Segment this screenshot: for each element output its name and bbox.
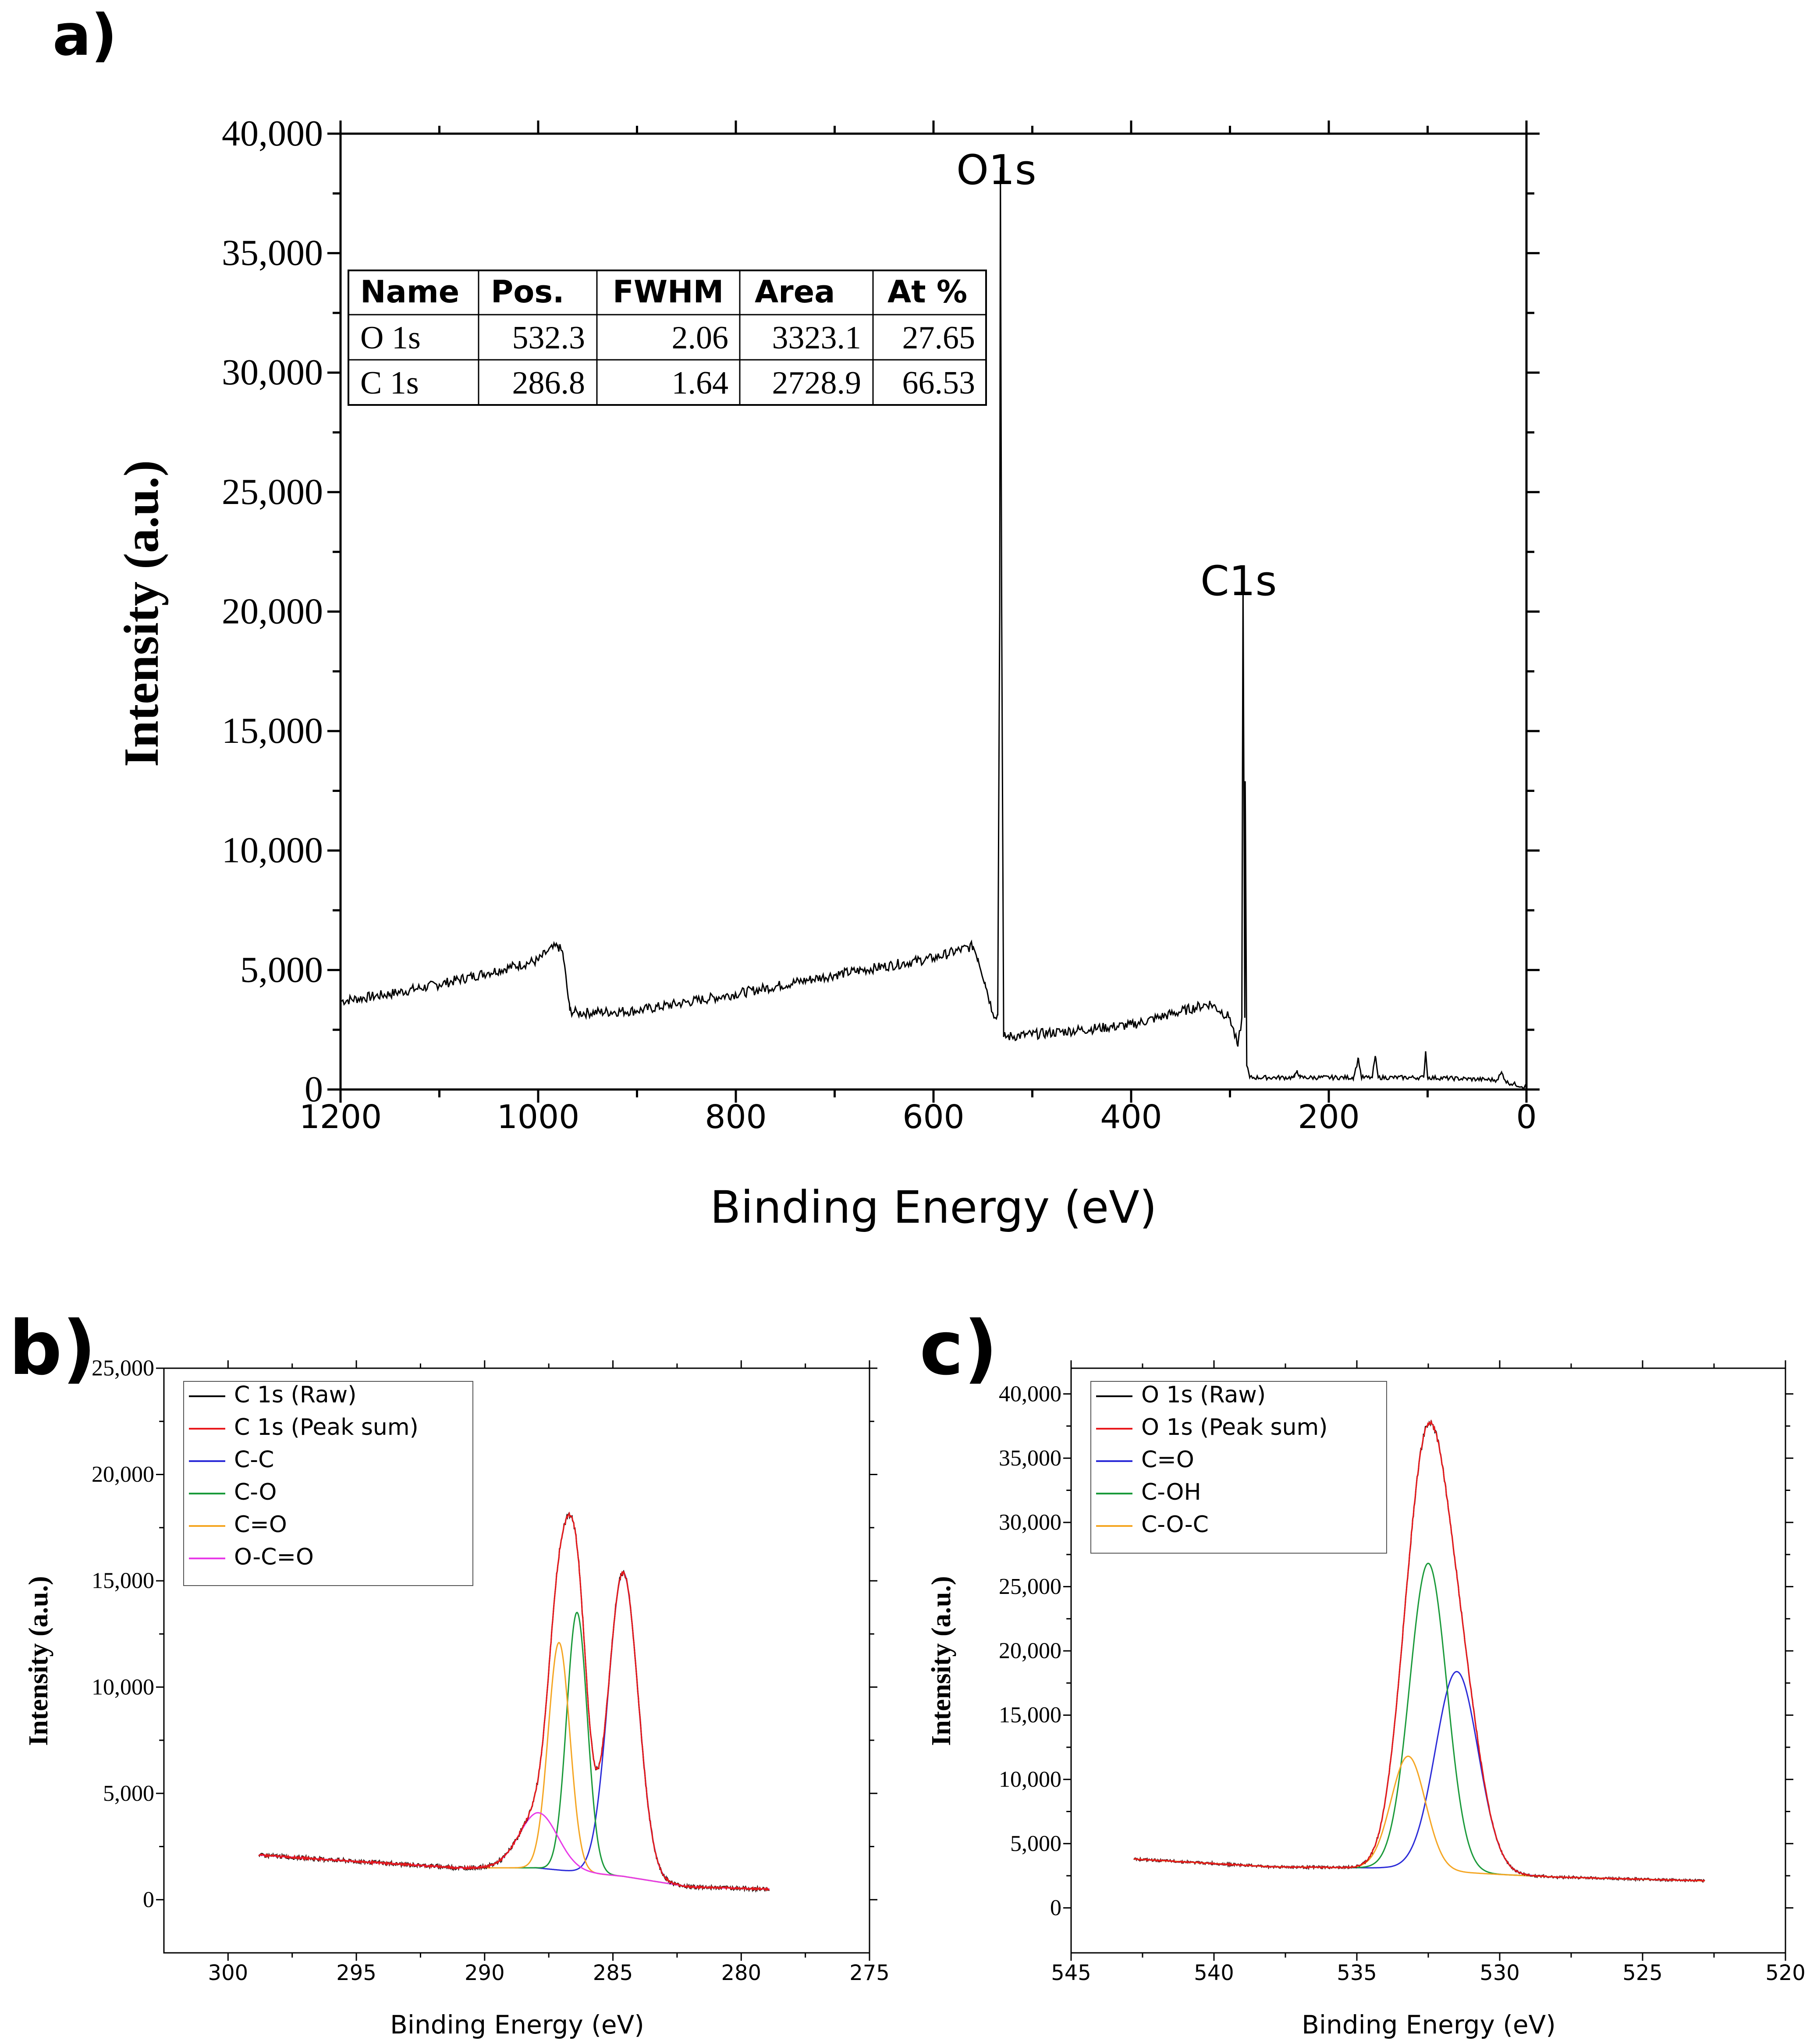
x-tick-label: 295 [336,1961,376,1985]
legend: C 1s (Raw) C 1s (Peak sum) C-C C-O C=O O-C=O [183,1381,473,1586]
table-cell: 2728.9 [772,365,862,401]
y-tick-label: 0 [305,1069,323,1110]
legend-label: C 1s (Peak sum) [234,1414,419,1441]
table-cell: 1.64 [672,365,729,401]
table-cell: 66.53 [902,365,976,401]
component-c-o-c [1134,1755,1705,1882]
y-tick-label: 25,000 [222,472,323,512]
table-header-area: Area [755,274,835,310]
x-tick-label: 545 [1051,1961,1091,1985]
x-tick-label: 520 [1765,1961,1806,1985]
component-c-oh [1134,1562,1705,1882]
table-frame [348,270,987,406]
legend-label: C-OH [1141,1479,1201,1505]
y-tick-label: 5,000 [1010,1831,1061,1856]
y-tick-label: 0 [1050,1895,1061,1920]
table-header-pos: Pos. [491,274,564,310]
legend-label: O 1s (Peak sum) [1141,1414,1327,1441]
x-axis-label: Binding Energy (eV) [390,2010,644,2040]
peak-annotation: O1s [956,146,1036,194]
x-tick-label: 275 [849,1961,890,1985]
y-axis-label: Intensity (a.u.) [114,460,169,767]
y-tick-label: 30,000 [222,352,323,393]
table-header-fwhm: FWHM [613,274,724,310]
o1s-chart: 545 540 535 530 525 520 0 5,000 10,000 15,000 20,0… [926,1360,1806,2040]
composition-table: Name Pos. FWHM Area At % O 1s 532.3 2.06… [348,270,987,406]
table-cell: 2.06 [672,320,729,356]
x-tick-label: 540 [1194,1961,1234,1985]
table-cell: 532.3 [512,320,586,356]
table-header-name: Name [360,274,459,310]
y-tick-label: 35,000 [222,233,323,273]
legend-label: C 1s (Raw) [234,1382,357,1408]
component-o-c-o [259,1812,770,1890]
y-tick-label: 20,000 [92,1462,154,1487]
y-tick-label: 5,000 [240,949,323,990]
x-tick-label: 400 [1100,1098,1162,1136]
plot-frame [163,1367,870,1954]
y-tick-label: 15,000 [92,1568,154,1593]
y-tick-label: 10,000 [92,1675,154,1700]
y-axis-label: Intensity (a.u.) [926,1576,956,1746]
table-cell: 286.8 [512,365,586,401]
x-axis-label: Binding Energy (eV) [710,1182,1157,1234]
y-tick-label: 15,000 [222,710,323,751]
y-tick-label: 25,000 [999,1574,1061,1599]
table-cell: 3323.1 [772,320,862,356]
legend-box [1090,1381,1387,1554]
legend-box [183,1381,473,1586]
table-cell: O 1s [360,320,421,356]
x-tick-label: 0 [1516,1098,1537,1136]
x-tick-label: 525 [1622,1961,1663,1985]
x-tick-label: 280 [721,1961,761,1985]
y-axis-label: Intensity (a.u.) [24,1576,53,1746]
x-tick-label: 600 [902,1098,964,1136]
y-tick-label: 0 [143,1887,154,1912]
panel-b-label: b) [9,1305,96,1392]
legend-label: C-O-C [1141,1512,1209,1538]
panel-c-label: c) [919,1305,997,1392]
component-c-o [259,1611,770,1890]
y-tick-label: 35,000 [999,1446,1061,1471]
y-tick-label: 25,000 [92,1356,154,1381]
y-tick-label: 20,000 [999,1639,1061,1664]
legend-label: C-O [234,1479,277,1505]
x-axis-label: Binding Energy (eV) [1302,2010,1556,2040]
y-tick-label: 10,000 [999,1767,1061,1792]
y-tick-label: 30,000 [999,1510,1061,1535]
x-tick-label: 535 [1337,1961,1377,1985]
x-tick-label: 1000 [497,1098,579,1136]
y-tick-label: 10,000 [222,830,323,871]
survey-spectrum-line [340,167,1527,1089]
y-tick-label: 20,000 [222,591,323,632]
x-tick-label: 200 [1298,1098,1359,1136]
x-tick-label: 800 [705,1098,767,1136]
legend: O 1s (Raw) O 1s (Peak sum) C=O C-OH C-O-C [1090,1381,1387,1554]
c1s-chart: 300 295 290 285 280 275 0 5,000 10,000 15,000 20,0… [24,1356,890,2040]
legend-label: C=O [1141,1447,1194,1473]
peak-sum-line [1133,1419,1705,1882]
panel-a-label: a) [53,2,117,68]
y-tick-label: 40,000 [222,113,323,154]
x-tick-label: 290 [465,1961,505,1985]
x-tick-label: 300 [208,1961,248,1985]
peak-sum-line [258,1511,770,1892]
x-tick-label: 530 [1480,1961,1520,1985]
y-tick-label: 40,000 [999,1381,1061,1406]
peak-annotation: C1s [1200,557,1277,605]
legend-label: O-C=O [234,1544,314,1570]
legend-label: C=O [234,1512,287,1538]
table-header-at: At % [887,274,967,310]
survey-chart: 1200 1000 800 600 400 200 0 0 5,000 10,000 15,000 2… [114,113,1540,1234]
y-tick-label: 5,000 [103,1781,154,1806]
legend-label: C-C [234,1447,274,1473]
y-tick-label: 15,000 [999,1703,1061,1728]
x-tick-label: 285 [593,1961,633,1985]
component-c-o [259,1642,770,1890]
legend-label: O 1s (Raw) [1141,1382,1266,1408]
table-cell: 27.65 [902,320,976,356]
x-tick-label: 1200 [299,1098,382,1136]
table-cell: C 1s [360,365,419,401]
